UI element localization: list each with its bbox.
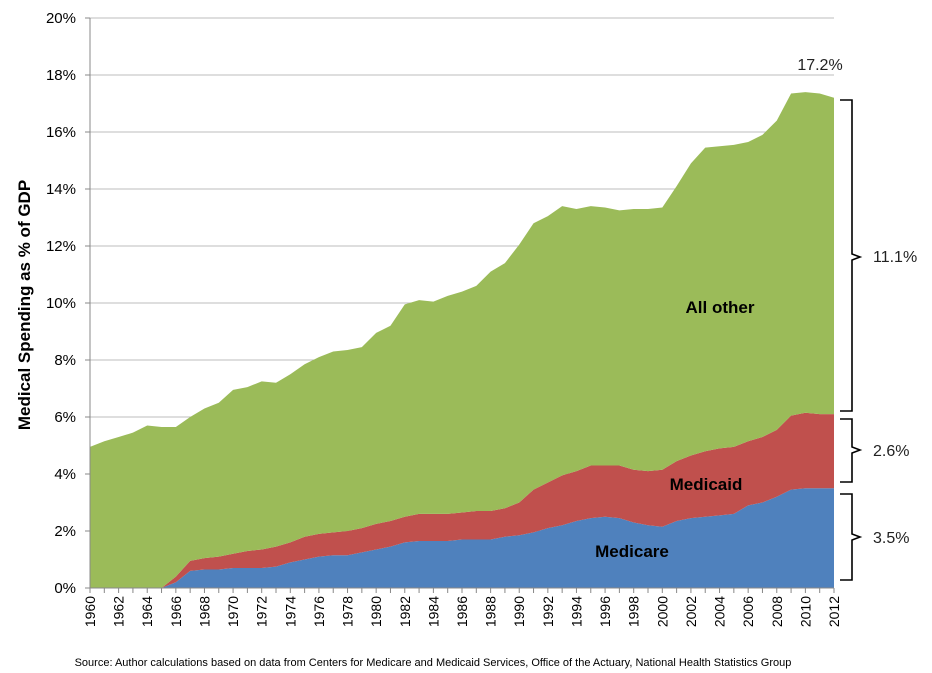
y-tick-label: 12%: [46, 238, 76, 255]
x-tick-label: 1980: [368, 596, 384, 627]
series-label-medicaid: Medicaid: [670, 475, 743, 494]
series-label-all-other: All other: [686, 298, 755, 317]
x-tick-label: 2006: [740, 596, 756, 627]
x-tick-label: 2008: [769, 596, 785, 627]
y-tick-label: 6%: [54, 409, 76, 426]
x-tick-label: 1960: [82, 596, 98, 627]
x-tick-label: 1982: [397, 596, 413, 627]
area-all-other: [90, 92, 834, 588]
annotation-medicaid: 2.6%: [873, 443, 909, 460]
bracket-all-other: [840, 99, 863, 412]
bracket-medicare: [840, 493, 863, 581]
x-tick-label: 2000: [654, 596, 670, 627]
x-tick-label: 1986: [454, 596, 470, 627]
annotation-medicare: 3.5%: [873, 530, 909, 547]
y-tick-label: 10%: [46, 295, 76, 312]
x-tick-label: 1962: [111, 596, 127, 627]
y-tick-label: 16%: [46, 124, 76, 141]
x-tick-label: 1996: [597, 596, 613, 627]
x-tick-label: 1984: [425, 596, 441, 627]
x-tick-label: 2004: [712, 596, 728, 627]
annotation-all-other: 11.1%: [873, 249, 917, 266]
x-tick-label: 2010: [797, 596, 813, 627]
y-tick-label: 20%: [46, 10, 76, 27]
x-tick-label: 1998: [626, 596, 642, 627]
y-tick-label: 18%: [46, 67, 76, 84]
source-note: Source: Author calculations based on dat…: [75, 657, 792, 669]
series-label-medicare: Medicare: [595, 542, 669, 561]
x-tick-label: 2002: [683, 596, 699, 627]
x-tick-label: 1988: [483, 596, 499, 627]
y-tick-label: 8%: [54, 352, 76, 369]
x-tick-label: 1966: [168, 596, 184, 627]
annotation-total-2012: 17.2%: [797, 57, 842, 74]
x-tick-label: 1992: [540, 596, 556, 627]
axes: [85, 17, 835, 593]
y-tick-labels: 0% 2% 4% 6% 8% 10% 12% 14% 16% 18% 20%: [46, 10, 76, 597]
y-axis-title: Medical Spending as % of GDP: [15, 180, 34, 430]
x-tick-label: 1968: [196, 596, 212, 627]
x-tick-label: 1994: [568, 596, 584, 627]
x-tick-label: 1976: [311, 596, 327, 627]
x-tick-label: 1970: [225, 596, 241, 627]
x-tick-labels: 1960 1962 1964 1966 1968 1970 1972 1974 1976 1978…: [82, 596, 842, 627]
bracket-medicaid: [840, 418, 863, 483]
x-tick-label: 1964: [139, 596, 155, 627]
area-medicaid: [90, 412, 834, 588]
x-tick-label: 2012: [826, 596, 842, 627]
area-medicare: [90, 488, 834, 588]
y-tick-label: 14%: [46, 181, 76, 198]
y-tick-label: 4%: [54, 466, 76, 483]
y-tick-label: 2%: [54, 523, 76, 540]
x-tick-label: 1990: [511, 596, 527, 627]
x-tick-label: 1972: [254, 596, 270, 627]
x-tick-label: 1978: [340, 596, 356, 627]
y-tick-label: 0%: [54, 580, 76, 597]
stacked-areas: [90, 92, 834, 588]
x-tick-label: 1974: [282, 596, 298, 627]
